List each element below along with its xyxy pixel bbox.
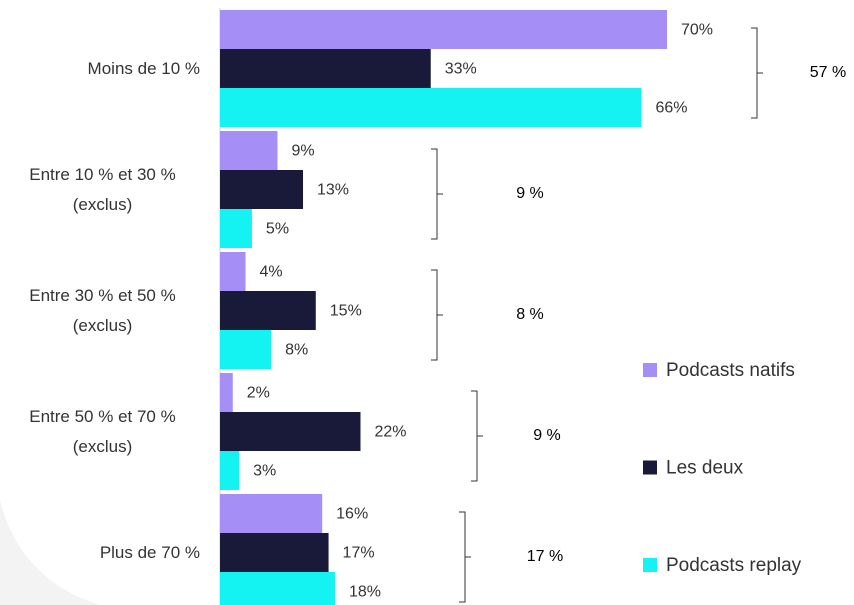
value-label: 70%: [681, 22, 713, 39]
value-label: 9%: [291, 143, 314, 160]
legend-label: Podcasts natifs: [666, 360, 795, 381]
category-label: Plus de 70 %: [99, 542, 200, 562]
value-label: 5%: [266, 221, 289, 238]
bar: [220, 131, 278, 170]
bracket: [459, 511, 471, 603]
legend-swatch: [643, 460, 657, 475]
legend-label: Podcasts replay: [666, 555, 802, 576]
legend-swatch: [643, 363, 657, 377]
bar: [220, 451, 240, 490]
value-label: 18%: [349, 584, 381, 601]
bracket-label: 9 %: [516, 185, 544, 202]
category-label: Entre 50 % et 70 % (exclus): [29, 406, 176, 456]
category-label: Moins de 10 %: [87, 58, 200, 78]
bar: [220, 252, 246, 291]
bar: [220, 330, 272, 369]
category-label: Entre 10 % et 30 % (exclus): [29, 164, 176, 214]
bar: [220, 10, 667, 49]
category-label: Entre 30 % et 50 % (exclus): [29, 285, 176, 335]
bar: [220, 170, 304, 209]
background-curve: [0, 500, 100, 605]
value-label: 8%: [285, 342, 308, 359]
bracket: [471, 390, 483, 482]
bracket-label: 8 %: [516, 306, 544, 323]
value-label: 17%: [343, 545, 375, 562]
bracket-label: 9 %: [533, 427, 561, 444]
bar: [220, 209, 252, 248]
bracket: [431, 269, 443, 361]
bar: [220, 373, 233, 412]
bar: [220, 494, 323, 533]
value-label: 66%: [655, 100, 687, 117]
value-label: 33%: [445, 61, 477, 78]
bracket-label: 57 %: [810, 64, 846, 81]
legend-swatch: [643, 558, 657, 572]
value-label: 22%: [374, 424, 406, 441]
bracket: [751, 27, 763, 119]
bar: [220, 412, 361, 451]
bracket: [431, 148, 443, 240]
value-label: 13%: [317, 182, 349, 199]
value-label: 15%: [330, 303, 362, 320]
bar: [220, 49, 431, 88]
value-label: 4%: [260, 264, 283, 281]
bracket-label: 17 %: [527, 548, 563, 565]
value-label: 2%: [247, 385, 270, 402]
bar: [220, 572, 335, 605]
bar: [220, 88, 642, 127]
legend-label: Les deux: [666, 458, 744, 479]
bar: [220, 533, 329, 572]
value-label: 16%: [336, 506, 368, 523]
bar: [220, 291, 316, 330]
value-label: 3%: [253, 463, 276, 480]
